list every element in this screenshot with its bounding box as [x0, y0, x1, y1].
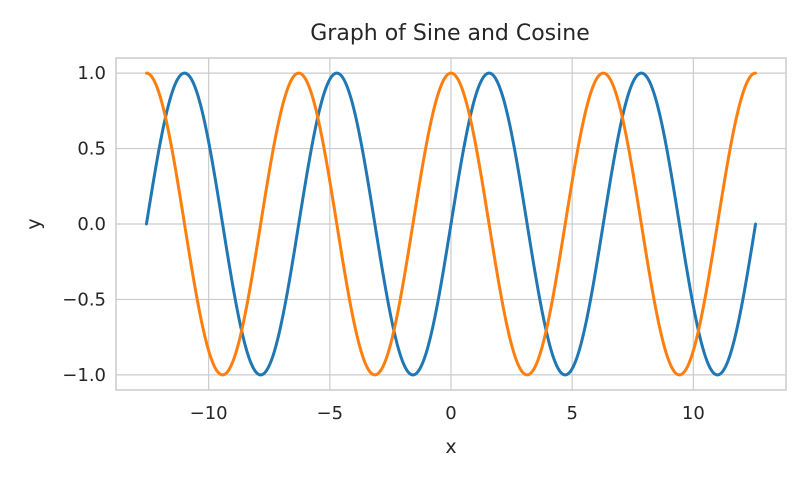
- y-tick-label: 0.5: [77, 139, 106, 160]
- x-tick-label: −10: [190, 403, 228, 424]
- y-tick-label: −0.5: [62, 289, 106, 310]
- series-layer: [144, 71, 758, 377]
- grid-layer: [116, 58, 786, 390]
- sine-series-line: [144, 71, 758, 377]
- y-tick-label: −1.0: [62, 365, 106, 386]
- y-tick-label: 0.0: [77, 214, 106, 235]
- y-tick-label: 1.0: [77, 63, 106, 84]
- x-tick-label: −5: [317, 403, 344, 424]
- tick-layer: −10 −5 0 5 10 −1.0 −0.5 0.0 0.5 1.0: [62, 63, 705, 424]
- x-axis-label: x: [445, 436, 456, 458]
- x-tick-label: 10: [682, 403, 705, 424]
- y-axis-label: y: [23, 218, 45, 229]
- x-tick-label: 0: [445, 403, 456, 424]
- cosine-series-line: [144, 71, 758, 377]
- plot-frame: [115, 57, 787, 391]
- x-tick-label: 5: [566, 403, 577, 424]
- chart-title: Graph of Sine and Cosine: [310, 21, 589, 46]
